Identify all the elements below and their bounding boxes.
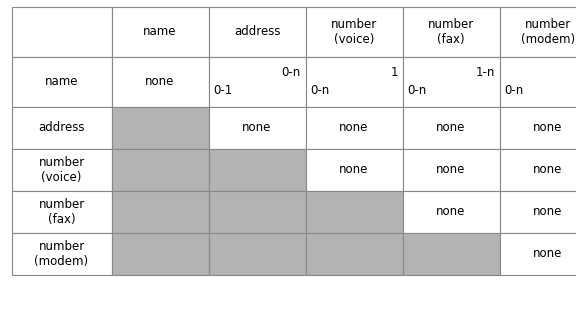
Bar [12, 107, 112, 149]
Bar [12, 7, 112, 56]
Text: number
(fax): number (fax) [39, 197, 85, 226]
Text: number
(voice): number (voice) [39, 155, 85, 184]
Bar [209, 7, 305, 56]
Bar [403, 56, 499, 107]
Bar [499, 7, 576, 56]
Text: 0-n: 0-n [407, 84, 426, 97]
Bar [499, 107, 576, 149]
Text: 0-1: 0-1 [213, 84, 232, 97]
Text: none: none [533, 205, 563, 218]
Text: 1-n: 1-n [476, 66, 495, 79]
Text: address: address [234, 25, 281, 38]
Text: none: none [339, 163, 369, 176]
Text: none: none [533, 163, 563, 176]
Bar [499, 191, 576, 233]
Bar [305, 107, 403, 149]
Text: none: none [533, 121, 563, 134]
Text: none: none [437, 163, 466, 176]
Bar [12, 233, 112, 275]
Bar [112, 233, 209, 275]
Text: number
(voice): number (voice) [331, 18, 377, 46]
Bar [12, 56, 112, 107]
Text: none: none [145, 75, 175, 88]
Text: address: address [38, 121, 85, 134]
Bar [209, 191, 305, 233]
Text: none: none [533, 247, 563, 260]
Bar [12, 191, 112, 233]
Bar [499, 233, 576, 275]
Bar [403, 233, 499, 275]
Text: 1: 1 [391, 66, 398, 79]
Bar [403, 149, 499, 191]
Bar [112, 149, 209, 191]
Bar [112, 56, 209, 107]
Text: none: none [242, 121, 272, 134]
Bar [209, 56, 305, 107]
Bar [209, 107, 305, 149]
Bar [112, 7, 209, 56]
Bar [403, 107, 499, 149]
Text: 0-n: 0-n [282, 66, 301, 79]
Bar [403, 7, 499, 56]
Bar [403, 191, 499, 233]
Bar [305, 56, 403, 107]
Bar [209, 233, 305, 275]
Text: number
(fax): number (fax) [428, 18, 474, 46]
Bar [305, 233, 403, 275]
Bar [12, 149, 112, 191]
Text: none: none [437, 205, 466, 218]
Bar [305, 7, 403, 56]
Bar [112, 191, 209, 233]
Text: name: name [143, 25, 177, 38]
Bar [209, 149, 305, 191]
Text: 0-n: 0-n [310, 84, 329, 97]
Text: number
(modem): number (modem) [35, 239, 89, 268]
Bar [499, 149, 576, 191]
Text: none: none [437, 121, 466, 134]
Text: number
(modem): number (modem) [521, 18, 575, 46]
Text: 0-n: 0-n [504, 84, 524, 97]
Bar [305, 191, 403, 233]
Text: name: name [45, 75, 78, 88]
Bar [112, 107, 209, 149]
Text: none: none [339, 121, 369, 134]
Bar [305, 149, 403, 191]
Bar [499, 56, 576, 107]
